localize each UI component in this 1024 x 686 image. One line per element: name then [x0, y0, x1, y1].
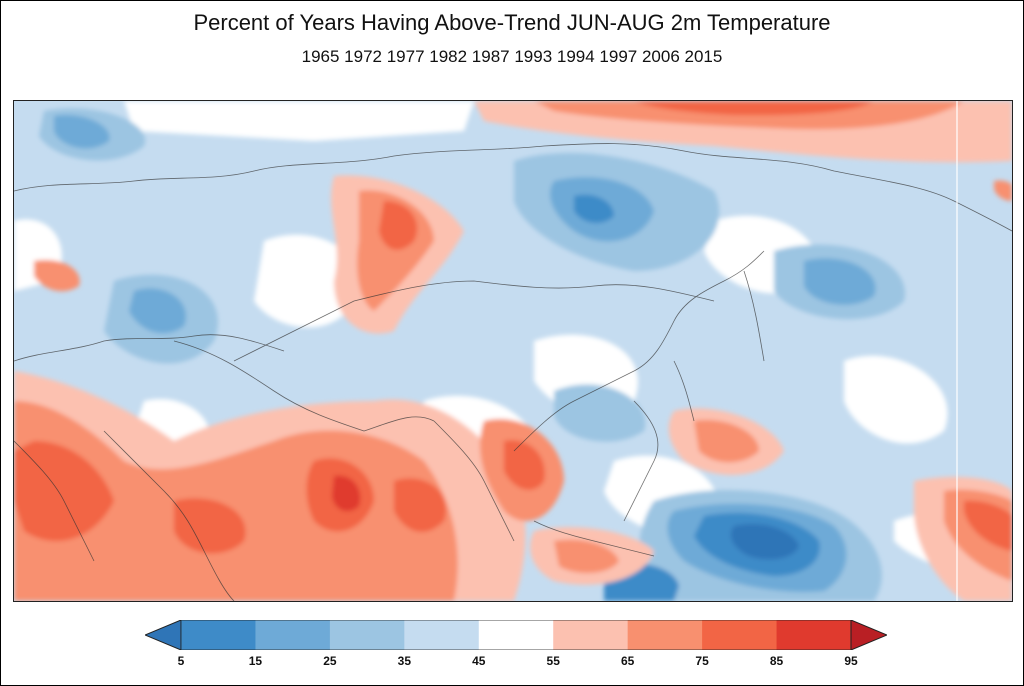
colorbar-tick-label: 95 [844, 654, 858, 668]
colorbar-segment [329, 620, 405, 650]
colorbar-segment [181, 620, 256, 650]
colorbar-tick-label: 15 [248, 654, 263, 668]
colorbar-tick-label: 85 [769, 654, 784, 668]
anomaly-fill-layer [14, 101, 1012, 601]
colorbar-tick-label: 65 [620, 654, 635, 668]
colorbar-under-arrow [145, 620, 182, 650]
colorbar-over-arrow [850, 620, 887, 650]
colorbar-segments [180, 620, 852, 650]
colorbar-segment [553, 620, 629, 650]
colorbar-tick-label: 25 [323, 654, 337, 668]
colorbar [145, 620, 887, 650]
colorbar-tick-label: 5 [177, 654, 185, 668]
colorbar-tick-label: 55 [546, 654, 560, 668]
colorbar-tick-label: 75 [695, 654, 709, 668]
colorbar-tick-label: 35 [397, 654, 412, 668]
colorbar-segment [404, 620, 480, 650]
anomaly-map [14, 101, 1012, 601]
map-subtitle-years: 1965 1972 1977 1982 1987 1993 1994 1997 … [301, 47, 723, 66]
map-title: Percent of Years Having Above-Trend JUN-… [193, 10, 831, 35]
colorbar-segment [776, 620, 852, 650]
coastline-layer [14, 143, 1012, 601]
colorbar-segment [478, 620, 554, 650]
colorbar-segment [255, 620, 331, 650]
colorbar-segment [627, 620, 703, 650]
colorbar-segment [702, 620, 778, 650]
colorbar-tick-label: 45 [472, 654, 486, 668]
map-panel [13, 100, 1013, 602]
